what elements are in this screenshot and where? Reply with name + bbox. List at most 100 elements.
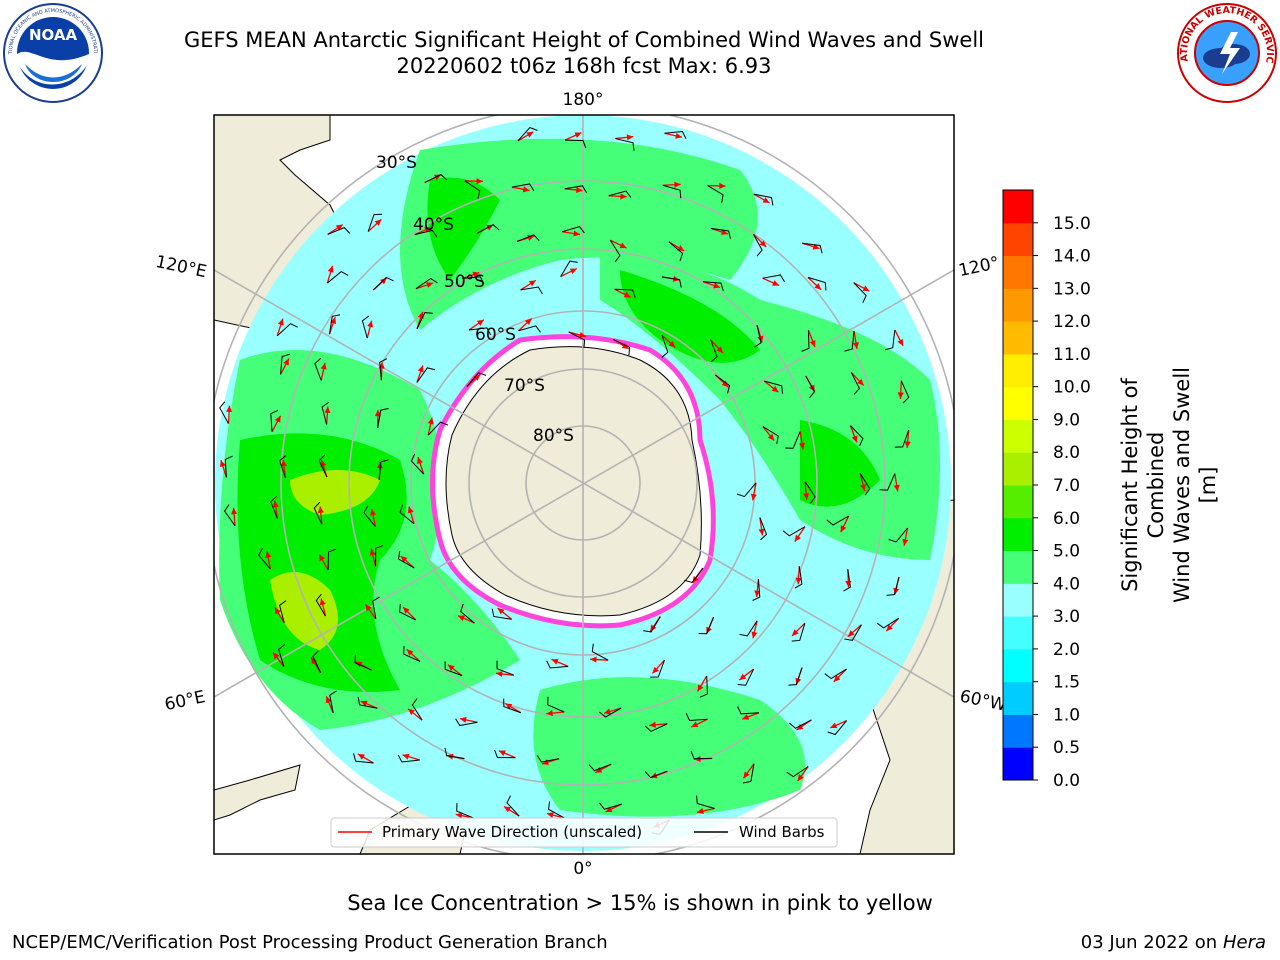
wave-arrow-head <box>367 320 374 328</box>
wave-arrow-head <box>799 442 806 450</box>
vector-field <box>219 126 911 836</box>
wave-arrow-head <box>851 435 858 443</box>
wind-barb <box>886 576 900 596</box>
wind-barb <box>662 184 682 199</box>
wind-barb <box>494 749 516 759</box>
wind-barb <box>762 426 779 444</box>
wave-arrow-head <box>407 506 414 514</box>
wave-arrow-head <box>472 271 480 278</box>
lat-label-70s: 70°S <box>504 376 545 396</box>
wind-barb <box>736 482 757 498</box>
system-name: Hera <box>1222 932 1266 953</box>
noaa-logo-icon: NOAA NATIONAL OCEANIC AND ATMOSPHERIC AD… <box>2 2 103 103</box>
wind-barb <box>807 276 827 291</box>
wave-arrow-head <box>692 575 699 583</box>
wave-arrow-head <box>473 374 481 381</box>
wave-arrow-head <box>226 405 233 413</box>
wave-arrow-head <box>758 528 765 536</box>
wind-barb <box>599 802 622 810</box>
wave-arrow-head <box>886 624 893 632</box>
colorbar-tick-label: 0.5 <box>1053 738 1080 758</box>
wind-barb <box>789 719 812 729</box>
colorbar-tick-label: 14.0 <box>1053 247 1091 267</box>
wave-arrow-head <box>573 230 581 237</box>
wave-arrow-head <box>360 700 368 707</box>
wind-barb <box>398 551 415 569</box>
colorbar-segment <box>1003 321 1033 355</box>
lon-label-120e: 120°E <box>154 252 209 282</box>
wave-arrow-head <box>551 658 559 665</box>
wave-arrow-head <box>852 342 859 349</box>
colorbar-tick-label: 7.0 <box>1053 476 1080 496</box>
wind-barb <box>318 454 328 478</box>
colorbar-segment <box>1003 452 1033 486</box>
wind-barb <box>415 277 438 290</box>
colorbar-segment <box>1003 386 1033 420</box>
wind-barb <box>588 763 612 772</box>
wind-barb <box>752 579 761 601</box>
wind-barb <box>661 335 669 358</box>
wind-barb <box>664 131 687 139</box>
wind-barb <box>416 367 436 383</box>
wind-barb <box>477 224 500 234</box>
wave-arrow-head <box>840 525 847 533</box>
wave-arrow-head <box>762 197 770 203</box>
wave-arrow-head <box>524 318 532 326</box>
wind-barb <box>853 282 867 304</box>
colorbar-tick-label: 15.0 <box>1053 214 1091 234</box>
lon-label-120w: 120° <box>957 253 1001 281</box>
wave-arrow-head <box>754 590 761 597</box>
wind-barb <box>462 276 485 285</box>
wave-arrow-head <box>721 380 729 388</box>
wave-arrow-head <box>674 181 681 188</box>
lat-label-80s: 80°S <box>533 426 574 446</box>
wave-arrow-head <box>277 318 284 326</box>
wind-barb <box>710 227 731 239</box>
wave-arrow-head <box>357 753 365 760</box>
wave-arrow-head <box>603 708 611 715</box>
wind-barb <box>608 190 632 198</box>
wave-arrow-head <box>649 721 656 728</box>
wind-barb <box>367 213 383 232</box>
wind-barb <box>270 409 279 432</box>
wave-arrow-head <box>847 630 855 637</box>
nws-logo-icon: NATIONAL WEATHER SERVICE <box>1176 2 1277 103</box>
wave-core-ne <box>800 420 880 507</box>
wind-barb <box>804 481 816 504</box>
lon-label-180: 180° <box>563 90 604 110</box>
colorbar-tick-label: 8.0 <box>1053 443 1080 463</box>
wind-barb <box>698 616 715 635</box>
wind-barb <box>737 668 755 686</box>
wind-barb <box>327 270 349 284</box>
wind-barb <box>279 455 287 478</box>
wave-arrow-head <box>595 766 603 773</box>
wind-barb <box>546 660 569 669</box>
wave-arrow-head <box>498 750 506 756</box>
date-text: 03 Jun 2022 on <box>1080 932 1218 953</box>
wind-barb <box>762 274 785 283</box>
wind-barb <box>714 374 731 394</box>
wind-barb <box>685 713 708 722</box>
wind-barb <box>276 323 298 337</box>
wave-arrow-head <box>486 224 494 231</box>
wind-barb <box>737 706 760 715</box>
colorbar-segment <box>1003 222 1033 257</box>
wind-barb <box>397 754 420 763</box>
wave-arrow-head <box>719 182 726 189</box>
wave-arrow-head <box>320 459 327 467</box>
wind-barb <box>258 547 271 570</box>
wind-barb <box>884 329 896 351</box>
wind-barb <box>565 139 587 149</box>
colorbar-tick-label: 11.0 <box>1053 345 1091 365</box>
lon-label-60e: 60°E <box>163 687 207 715</box>
wind-barb <box>444 661 463 677</box>
wave-arrow-head <box>319 598 326 606</box>
wind-barb <box>644 770 668 779</box>
wave-arrow-head <box>424 227 432 233</box>
wave-arrow-head <box>739 673 747 681</box>
wind-barb <box>547 696 565 713</box>
wave-arrow-head <box>522 186 530 193</box>
wind-barb <box>613 339 631 356</box>
wind-barb <box>900 380 910 404</box>
wind-barb <box>802 242 823 254</box>
